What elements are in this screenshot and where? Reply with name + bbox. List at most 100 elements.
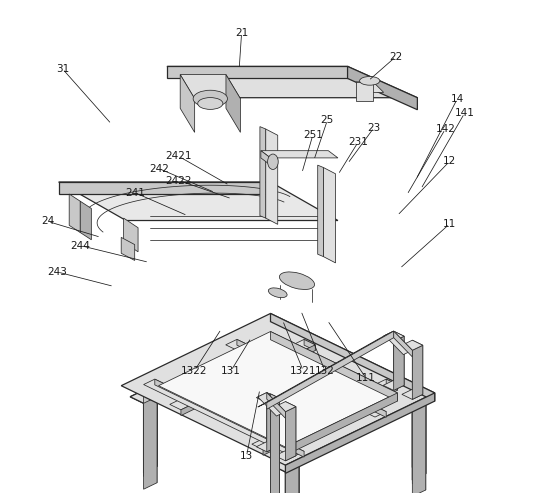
Polygon shape [386, 379, 398, 390]
Text: 243: 243 [48, 267, 68, 277]
Polygon shape [69, 194, 80, 233]
Polygon shape [286, 393, 435, 473]
Polygon shape [275, 451, 296, 461]
Ellipse shape [268, 288, 287, 297]
Polygon shape [318, 165, 324, 256]
Text: 251: 251 [303, 130, 323, 140]
Polygon shape [270, 331, 398, 401]
Polygon shape [402, 340, 423, 350]
Polygon shape [170, 339, 315, 410]
Polygon shape [143, 390, 157, 483]
Text: 242: 242 [149, 164, 169, 173]
Text: 2421: 2421 [166, 152, 192, 162]
Polygon shape [304, 339, 315, 351]
Polygon shape [270, 394, 280, 494]
Polygon shape [270, 329, 284, 405]
Polygon shape [257, 329, 284, 342]
Polygon shape [412, 345, 423, 400]
Polygon shape [58, 182, 270, 194]
Polygon shape [383, 380, 404, 390]
Polygon shape [399, 398, 426, 411]
Polygon shape [412, 398, 426, 474]
Polygon shape [286, 402, 296, 456]
Polygon shape [267, 331, 394, 409]
Polygon shape [394, 331, 412, 357]
Polygon shape [58, 182, 338, 220]
Polygon shape [159, 331, 398, 447]
Polygon shape [270, 335, 284, 412]
Polygon shape [123, 218, 138, 252]
Polygon shape [143, 397, 157, 473]
Polygon shape [267, 393, 277, 447]
Text: 142: 142 [436, 124, 456, 134]
Ellipse shape [268, 154, 278, 169]
Text: 141: 141 [454, 108, 474, 118]
Text: 25: 25 [321, 115, 334, 125]
Ellipse shape [197, 98, 223, 109]
Polygon shape [155, 379, 304, 457]
Polygon shape [267, 398, 277, 452]
Polygon shape [237, 339, 386, 417]
Polygon shape [143, 397, 157, 489]
Text: 12: 12 [443, 156, 456, 166]
Polygon shape [324, 167, 335, 263]
Polygon shape [286, 459, 299, 494]
Ellipse shape [193, 90, 227, 107]
Polygon shape [256, 393, 277, 403]
Polygon shape [130, 390, 157, 403]
Polygon shape [394, 336, 404, 390]
Polygon shape [226, 75, 240, 132]
Polygon shape [143, 379, 304, 457]
Text: 241: 241 [125, 188, 144, 198]
Text: 111: 111 [356, 373, 376, 383]
Text: 31: 31 [56, 64, 69, 74]
Polygon shape [412, 398, 426, 490]
Polygon shape [356, 82, 373, 101]
Polygon shape [261, 151, 270, 165]
Polygon shape [286, 393, 398, 455]
Polygon shape [258, 331, 394, 407]
Text: 132: 132 [315, 366, 335, 376]
Polygon shape [80, 201, 91, 240]
Text: 2422: 2422 [166, 175, 192, 186]
Polygon shape [412, 340, 423, 394]
Text: 244: 244 [70, 241, 90, 250]
Polygon shape [394, 331, 404, 385]
Text: 21: 21 [235, 28, 248, 38]
Polygon shape [270, 314, 435, 401]
Polygon shape [347, 66, 418, 110]
Polygon shape [270, 329, 284, 421]
Ellipse shape [360, 77, 380, 85]
Ellipse shape [280, 272, 314, 289]
Polygon shape [121, 314, 435, 465]
Polygon shape [252, 379, 398, 450]
Polygon shape [356, 82, 384, 92]
Polygon shape [167, 66, 418, 98]
Polygon shape [270, 335, 284, 428]
Text: 14: 14 [451, 94, 464, 104]
Polygon shape [286, 465, 299, 494]
Polygon shape [272, 459, 299, 472]
Polygon shape [266, 129, 278, 224]
Polygon shape [286, 459, 299, 494]
Polygon shape [143, 390, 157, 466]
Polygon shape [270, 398, 280, 494]
Text: 1322: 1322 [181, 366, 208, 376]
Polygon shape [412, 404, 426, 494]
Polygon shape [167, 66, 347, 79]
Text: 231: 231 [348, 137, 368, 147]
Polygon shape [412, 404, 426, 480]
Polygon shape [121, 238, 135, 260]
Polygon shape [256, 442, 277, 452]
Text: 1321: 1321 [290, 366, 316, 376]
Polygon shape [286, 465, 299, 494]
Polygon shape [275, 402, 296, 412]
Polygon shape [226, 339, 386, 417]
Polygon shape [257, 329, 284, 342]
Polygon shape [180, 75, 240, 99]
Polygon shape [261, 151, 338, 158]
Polygon shape [130, 390, 157, 403]
Text: 11: 11 [443, 219, 456, 229]
Polygon shape [261, 394, 280, 403]
Text: 24: 24 [41, 216, 55, 226]
